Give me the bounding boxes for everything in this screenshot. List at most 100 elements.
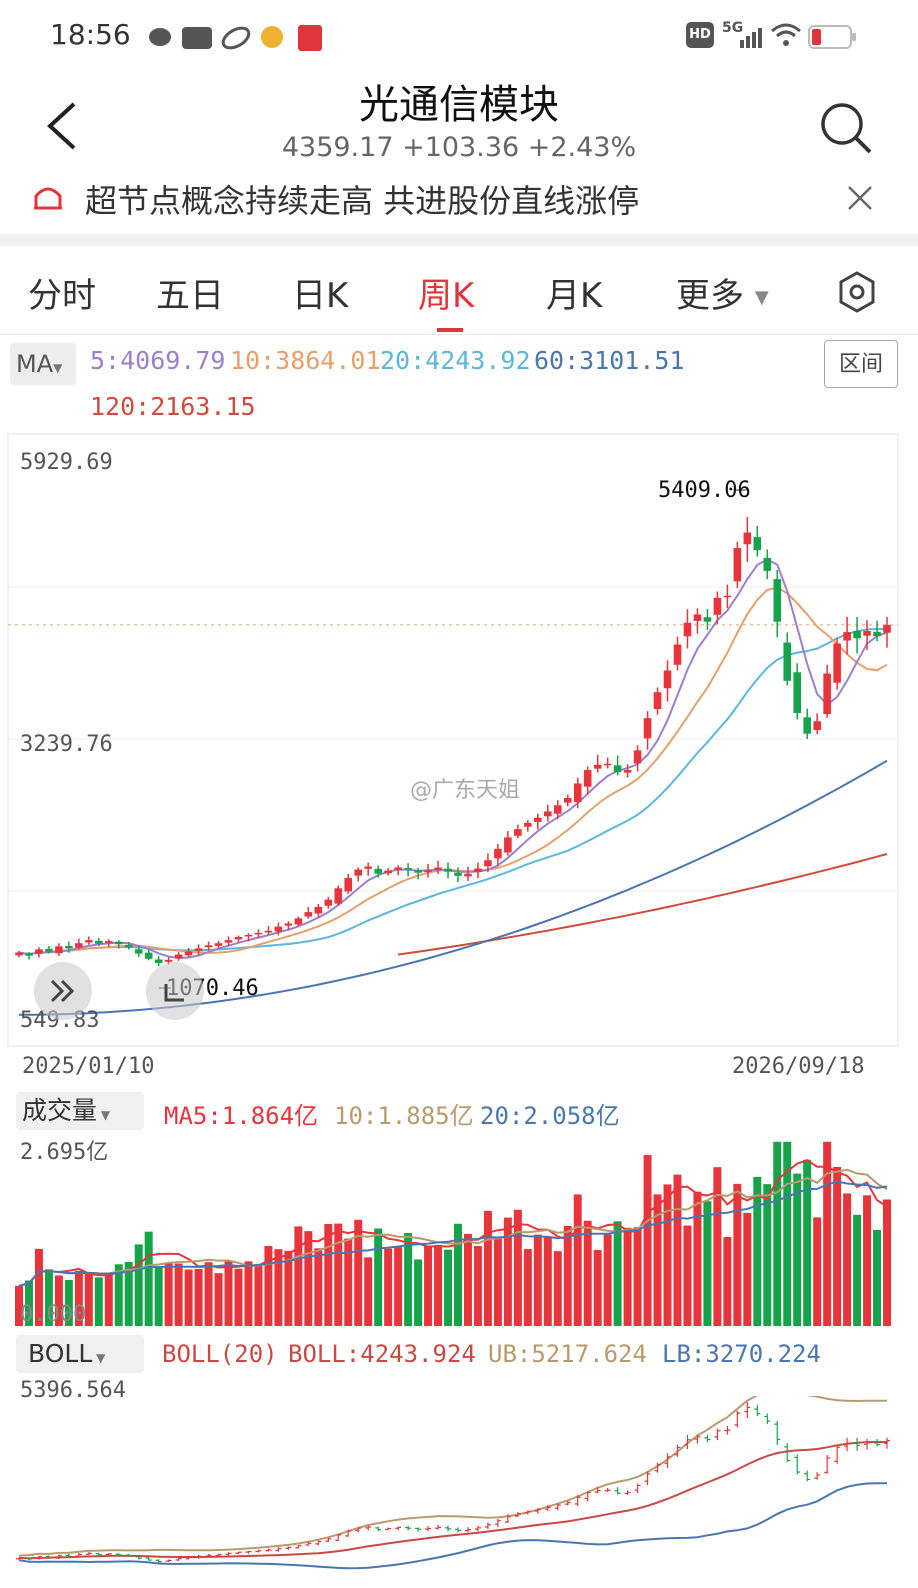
volume-bottom-label: 0.000: [20, 1302, 87, 1327]
volume-bar: [294, 1226, 303, 1326]
candle-body: [194, 948, 203, 951]
candle-body: [753, 537, 762, 551]
candle-body: [743, 532, 752, 545]
candle-body: [563, 798, 572, 803]
candle-body: [464, 873, 472, 877]
candle-body: [364, 866, 372, 869]
candle-body: [354, 869, 363, 876]
volume-bar: [324, 1223, 333, 1326]
volume-bar: [414, 1259, 423, 1326]
candle-body: [85, 940, 93, 943]
volume-bar: [593, 1250, 602, 1326]
volume-bar: [863, 1195, 872, 1326]
y-axis-mid-label: 3239.76: [20, 732, 113, 757]
back-icon[interactable]: [42, 100, 82, 152]
candle-body: [334, 888, 343, 904]
reset-button[interactable]: [146, 962, 204, 1020]
candle-body: [384, 870, 392, 874]
settings-icon[interactable]: [836, 270, 878, 314]
tab-intraday[interactable]: 分时: [28, 276, 96, 316]
tab-monthly[interactable]: 月K: [546, 276, 603, 316]
volume-bar: [603, 1234, 612, 1326]
volume-bar: [773, 1141, 782, 1326]
volume-bar: [234, 1268, 243, 1326]
candle-body: [374, 868, 382, 874]
volume-bar: [184, 1269, 193, 1326]
candlestick-chart[interactable]: [0, 432, 918, 1050]
candle-body: [234, 937, 243, 940]
tab-weekly[interactable]: 周K: [418, 276, 475, 316]
volume-bar: [533, 1234, 542, 1326]
candle-body: [763, 557, 772, 571]
news-ticker[interactable]: 超节点概念持续走高 共进股份直线涨停: [30, 174, 890, 222]
close-icon[interactable]: [846, 184, 874, 212]
reset-icon: [164, 984, 184, 1002]
battery-icon: [808, 25, 856, 49]
tab-five-day[interactable]: 五日: [156, 276, 224, 316]
candle-body: [264, 930, 273, 933]
candle-body: [693, 614, 702, 621]
candle-body: [154, 959, 163, 963]
candle-body: [434, 867, 442, 870]
notification-icons: [149, 25, 322, 51]
volume-bar: [453, 1223, 462, 1326]
volume-bar: [434, 1245, 443, 1326]
tab-daily[interactable]: 日K: [292, 276, 349, 316]
signal-icon: [740, 28, 762, 48]
boll-ub-line: [18, 1396, 888, 1557]
volume-bar: [94, 1277, 103, 1326]
expand-button[interactable]: [34, 962, 92, 1020]
ma10-value: 10:3864.01: [230, 346, 381, 375]
candle-body: [623, 770, 632, 773]
candle-body: [813, 721, 821, 731]
indicator-label: MA: [16, 350, 54, 378]
volume-bar: [204, 1262, 213, 1326]
caret-down-icon: ▼: [97, 1108, 111, 1122]
candle-body: [853, 630, 861, 639]
volume-bar: [154, 1267, 163, 1326]
boll-mid-line: [18, 1441, 887, 1560]
candle-body: [25, 953, 33, 956]
boll-title: BOLL: [28, 1339, 93, 1368]
boll-selector[interactable]: BOLL ▼: [16, 1335, 144, 1373]
wifi-icon: [771, 23, 801, 46]
vol-ma5-line: [18, 1159, 888, 1287]
range-button[interactable]: 区间: [824, 340, 898, 388]
volume-bar: [853, 1214, 862, 1326]
volume-bar: [643, 1155, 652, 1326]
volume-bar: [813, 1217, 822, 1326]
volume-bar: [354, 1219, 363, 1326]
volume-bar: [703, 1201, 712, 1326]
volume-bar: [264, 1245, 273, 1326]
boll-ub-value: UB:5217.624: [488, 1340, 647, 1368]
ma20-value: 20:4243.92: [380, 346, 531, 375]
volume-bar: [144, 1231, 153, 1326]
candle-body: [454, 872, 462, 876]
search-icon[interactable]: [818, 100, 874, 156]
volume-bar: [164, 1262, 173, 1326]
volume-bar: [74, 1270, 83, 1326]
candle-body: [843, 632, 851, 641]
candle-body: [713, 597, 722, 615]
candle-body: [35, 949, 43, 954]
volume-selector[interactable]: 成交量 ▼: [16, 1092, 144, 1130]
candle-body: [573, 783, 582, 802]
tab-more-label: 更多: [676, 276, 744, 316]
volume-chart[interactable]: [0, 1130, 918, 1330]
boll-chart[interactable]: [0, 1396, 918, 1588]
candle-body: [673, 644, 682, 665]
candle-body: [613, 765, 622, 773]
volume-bar: [304, 1231, 313, 1326]
volume-bar: [683, 1225, 692, 1326]
volume-bar: [483, 1210, 492, 1326]
volume-bar: [374, 1228, 383, 1326]
indicator-selector[interactable]: MA▼: [10, 343, 76, 385]
volume-bar: [713, 1167, 722, 1326]
ma60-value: 60:3101.51: [534, 346, 685, 375]
tab-more[interactable]: 更多 ▼: [676, 268, 769, 317]
ma5-line: [18, 558, 888, 960]
volume-top-label: 2.695亿: [20, 1140, 109, 1165]
x-axis-end-label: 2026/09/18: [732, 1054, 865, 1079]
candle-body: [284, 923, 293, 926]
news-text: 超节点概念持续走高 共进股份直线涨停: [85, 182, 640, 220]
